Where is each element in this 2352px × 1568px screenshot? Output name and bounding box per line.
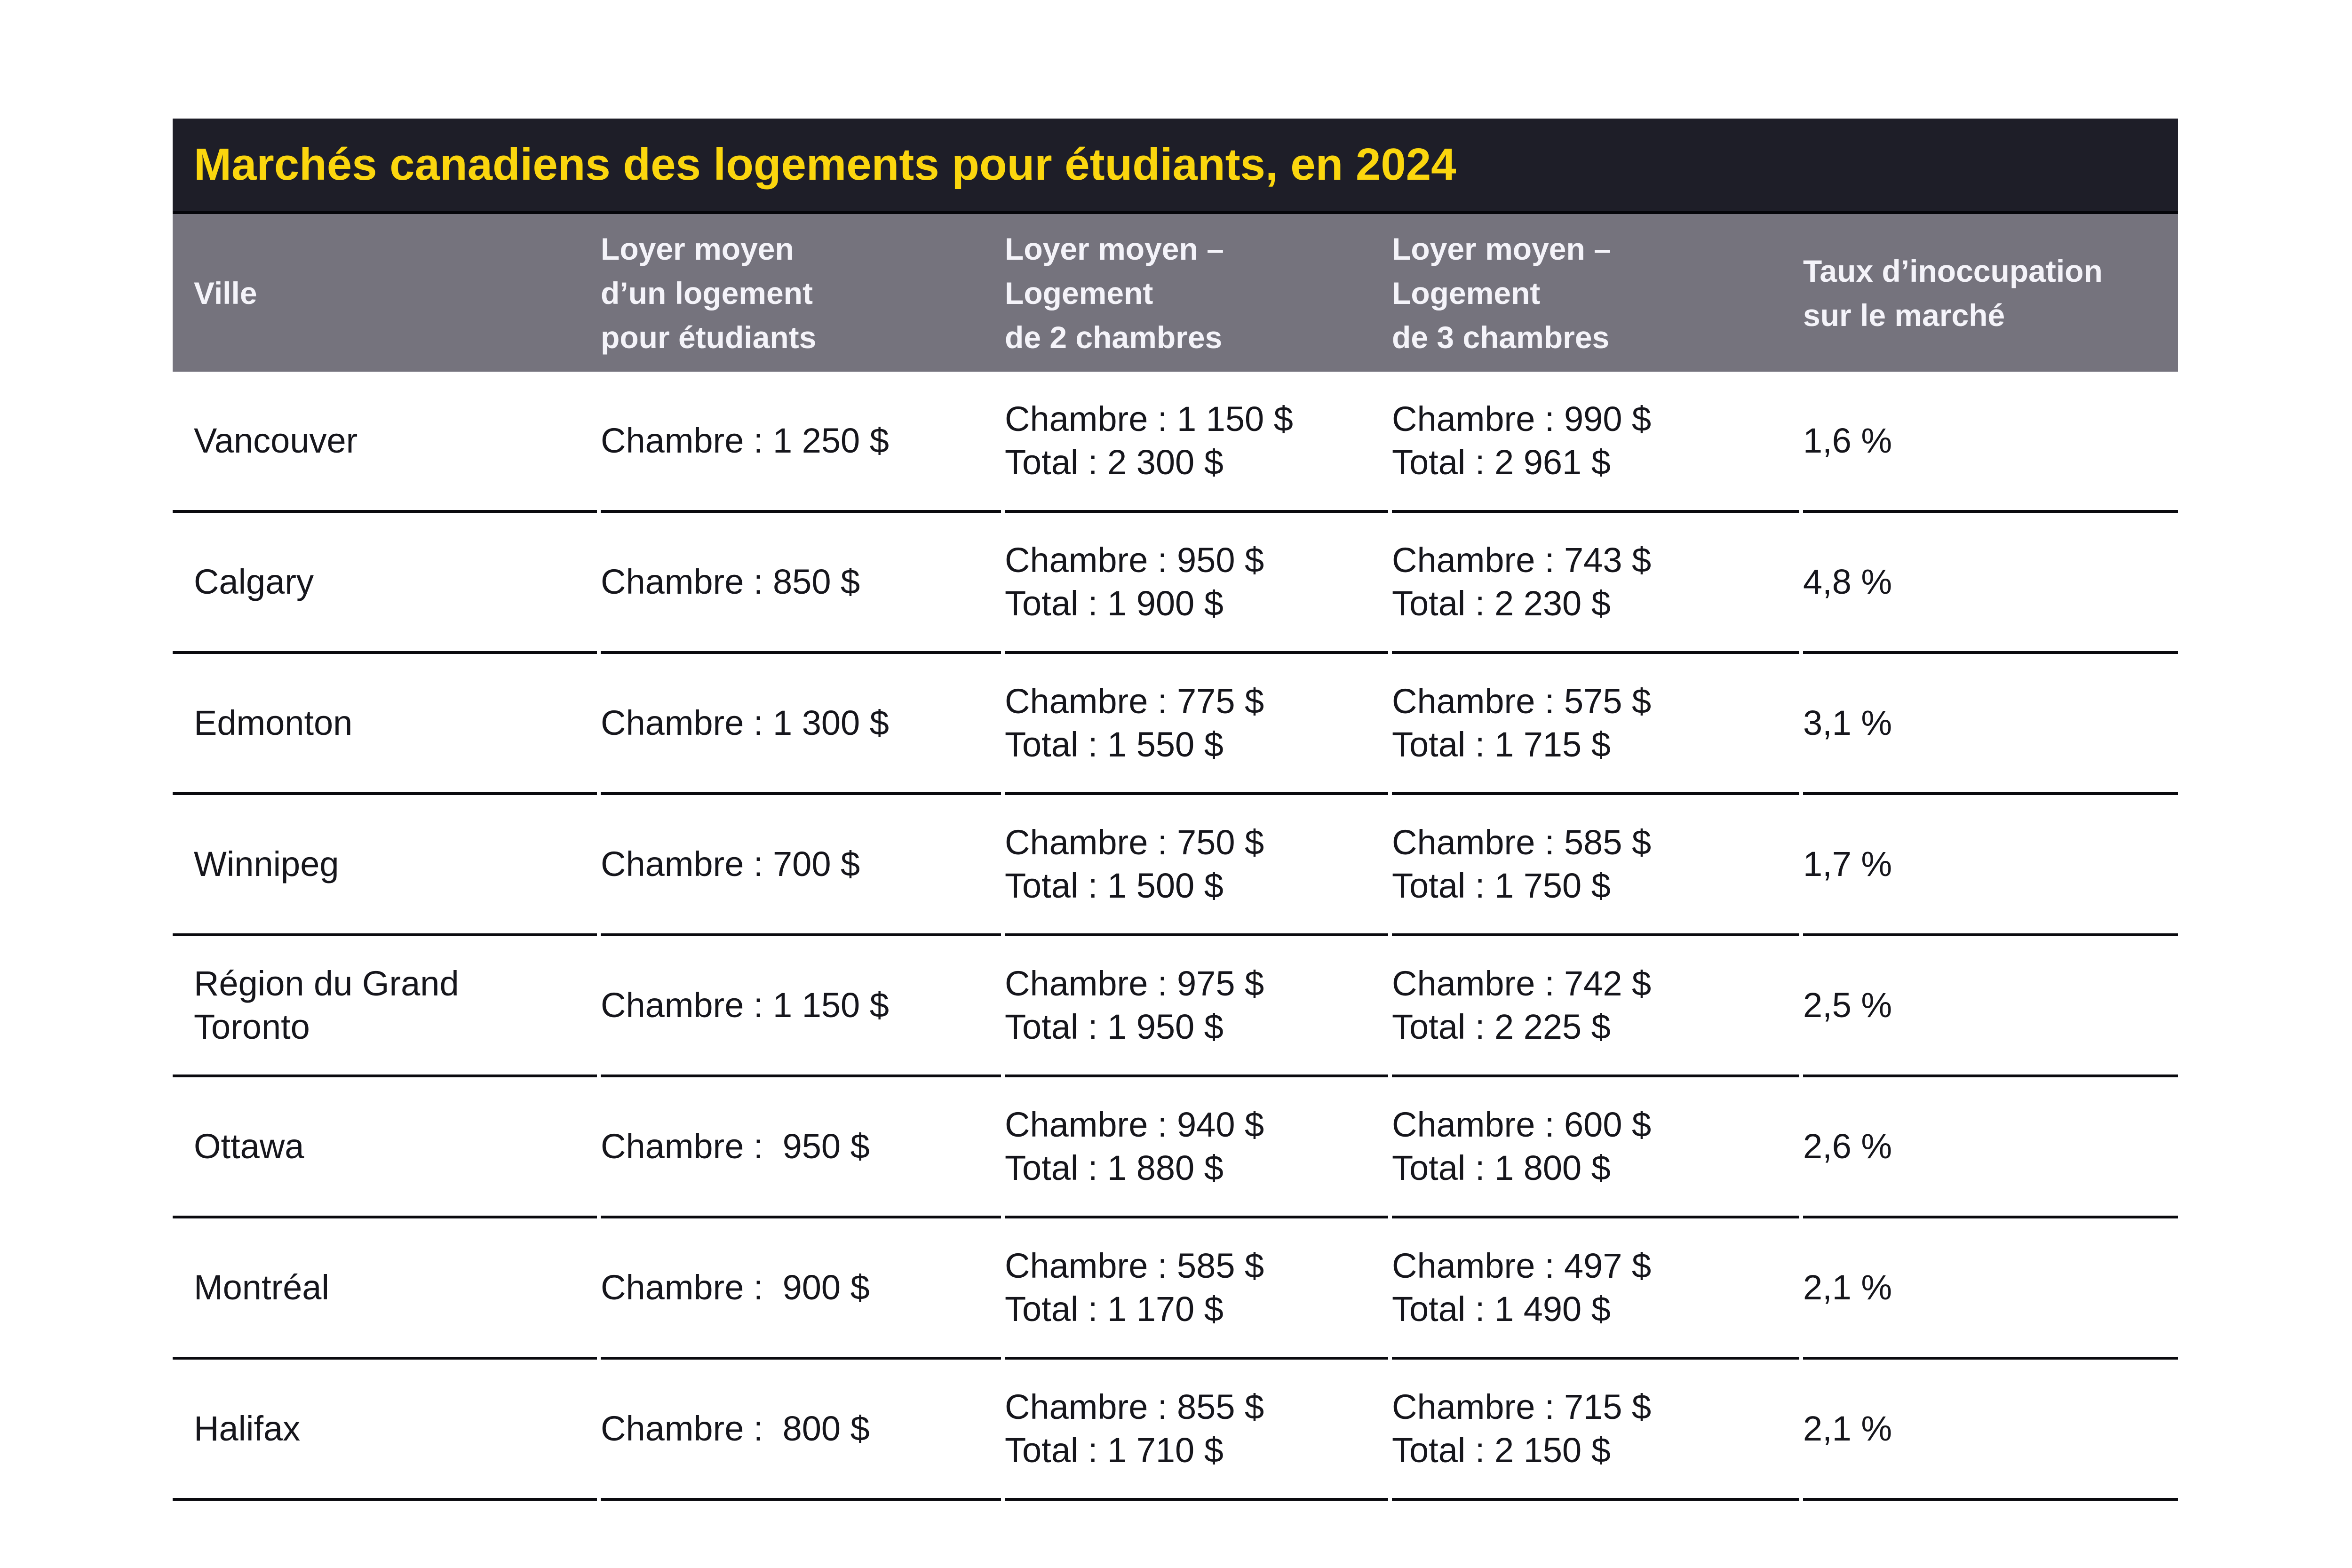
city-cell: Calgary — [173, 513, 597, 654]
two-bedroom-rent-cell: Chambre : 775 $ Total : 1 550 $ — [1005, 654, 1388, 795]
city-cell: Ottawa — [173, 1077, 597, 1218]
vacancy-rate-cell: 2,1 % — [1803, 1218, 2178, 1360]
table-header-row: Ville Loyer moyen d’un logement pour étud… — [173, 214, 2178, 372]
table-title: Marchés canadiens des logements pour étu… — [194, 139, 1456, 190]
three-bedroom-rent-cell: Chambre : 600 $ Total : 1 800 $ — [1392, 1077, 1799, 1218]
table-row: Ottawa Chambre : 950 $ Chambre : 940 $ T… — [173, 1077, 2178, 1218]
housing-table: Marchés canadiens des logements pour étu… — [173, 119, 2178, 1501]
student-rent-cell: Chambre : 950 $ — [601, 1077, 1001, 1218]
table-body: Vancouver Chambre : 1 250 $ Chambre : 1 … — [173, 372, 2178, 1501]
two-bedroom-rent-cell: Chambre : 1 150 $ Total : 2 300 $ — [1005, 372, 1388, 513]
student-rent-cell: Chambre : 850 $ — [601, 513, 1001, 654]
table-row: Edmonton Chambre : 1 300 $ Chambre : 775… — [173, 654, 2178, 795]
student-rent-cell: Chambre : 1 250 $ — [601, 372, 1001, 513]
column-header-2: Loyer moyen d’un logement pour étudiants — [601, 231, 817, 355]
student-rent-cell: Chambre : 1 300 $ — [601, 654, 1001, 795]
column-header-3: Loyer moyen – Logement de 2 chambres — [1005, 231, 1224, 355]
table-row: Calgary Chambre : 850 $ Chambre : 950 $ … — [173, 513, 2178, 654]
student-rent-cell: Chambre : 1 150 $ — [601, 936, 1001, 1077]
column-header-4: Loyer moyen – Logement de 3 chambres — [1392, 231, 1611, 355]
two-bedroom-rent-cell: Chambre : 855 $ Total : 1 710 $ — [1005, 1360, 1388, 1501]
table-row: Halifax Chambre : 800 $ Chambre : 855 $ … — [173, 1360, 2178, 1501]
two-bedroom-rent-cell: Chambre : 750 $ Total : 1 500 $ — [1005, 795, 1388, 936]
student-rent-cell: Chambre : 700 $ — [601, 795, 1001, 936]
vacancy-rate-cell: 2,1 % — [1803, 1360, 2178, 1501]
three-bedroom-rent-cell: Chambre : 497 $ Total : 1 490 $ — [1392, 1218, 1799, 1360]
two-bedroom-rent-cell: Chambre : 585 $ Total : 1 170 $ — [1005, 1218, 1388, 1360]
vacancy-rate-cell: 4,8 % — [1803, 513, 2178, 654]
three-bedroom-rent-cell: Chambre : 990 $ Total : 2 961 $ — [1392, 372, 1799, 513]
table-row: Winnipeg Chambre : 700 $ Chambre : 750 $… — [173, 795, 2178, 936]
vacancy-rate-cell: 3,1 % — [1803, 654, 2178, 795]
table-row: Vancouver Chambre : 1 250 $ Chambre : 1 … — [173, 372, 2178, 513]
column-header-1: Ville — [194, 275, 257, 310]
city-cell: Winnipeg — [173, 795, 597, 936]
three-bedroom-rent-cell: Chambre : 742 $ Total : 2 225 $ — [1392, 936, 1799, 1077]
table-row: Montréal Chambre : 900 $ Chambre : 585 $… — [173, 1218, 2178, 1360]
table-title-bar: Marchés canadiens des logements pour étu… — [173, 119, 2178, 214]
two-bedroom-rent-cell: Chambre : 940 $ Total : 1 880 $ — [1005, 1077, 1388, 1218]
student-rent-cell: Chambre : 900 $ — [601, 1218, 1001, 1360]
column-header-5: Taux d’inoccupation sur le marché — [1803, 253, 2103, 333]
two-bedroom-rent-cell: Chambre : 950 $ Total : 1 900 $ — [1005, 513, 1388, 654]
city-cell: Vancouver — [173, 372, 597, 513]
vacancy-rate-cell: 1,7 % — [1803, 795, 2178, 936]
city-cell: Edmonton — [173, 654, 597, 795]
three-bedroom-rent-cell: Chambre : 743 $ Total : 2 230 $ — [1392, 513, 1799, 654]
vacancy-rate-cell: 2,5 % — [1803, 936, 2178, 1077]
three-bedroom-rent-cell: Chambre : 575 $ Total : 1 715 $ — [1392, 654, 1799, 795]
city-cell: Halifax — [173, 1360, 597, 1501]
city-cell: Montréal — [173, 1218, 597, 1360]
three-bedroom-rent-cell: Chambre : 585 $ Total : 1 750 $ — [1392, 795, 1799, 936]
vacancy-rate-cell: 1,6 % — [1803, 372, 2178, 513]
vacancy-rate-cell: 2,6 % — [1803, 1077, 2178, 1218]
student-rent-cell: Chambre : 800 $ — [601, 1360, 1001, 1501]
table-row: Région du Grand Toronto Chambre : 1 150 … — [173, 936, 2178, 1077]
city-cell: Région du Grand Toronto — [173, 936, 597, 1077]
two-bedroom-rent-cell: Chambre : 975 $ Total : 1 950 $ — [1005, 936, 1388, 1077]
three-bedroom-rent-cell: Chambre : 715 $ Total : 2 150 $ — [1392, 1360, 1799, 1501]
